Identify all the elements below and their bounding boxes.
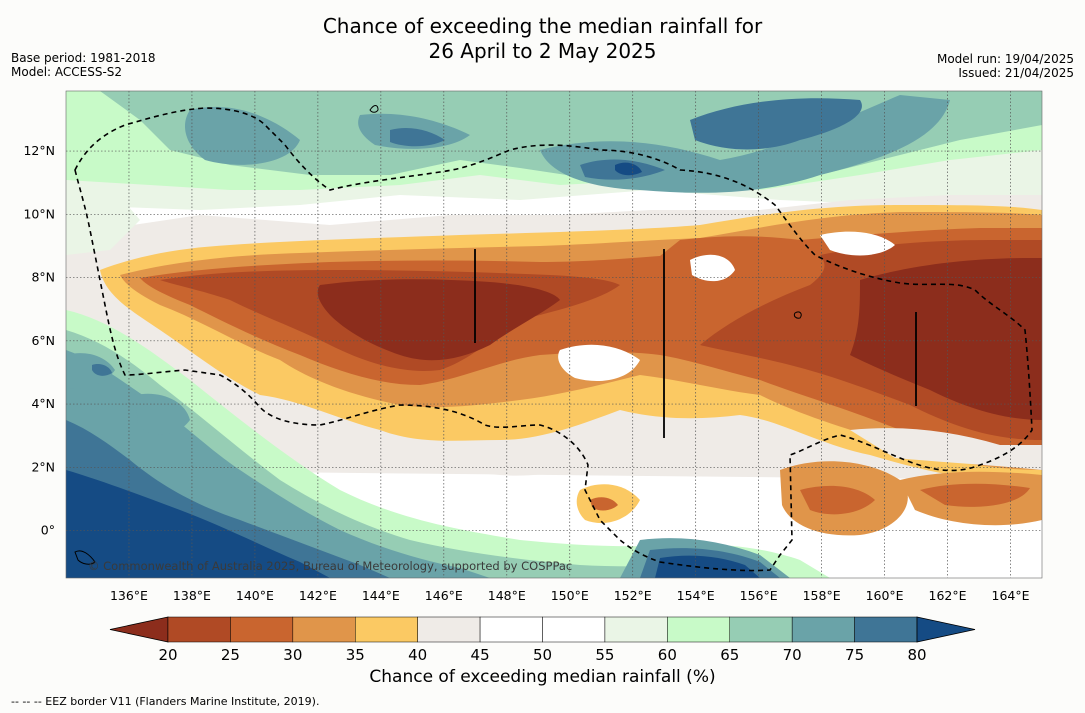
lat-tick-label: 4°N [31, 396, 55, 411]
colorbar-tick-label: 25 [221, 646, 240, 664]
copyright-text: © Commonwealth of Australia 2025, Bureau… [88, 559, 572, 573]
issued-label: Issued: 21/04/2025 [958, 66, 1074, 80]
colorbar-bin [230, 616, 294, 643]
field-south-dark-blue [66, 470, 760, 578]
lat-tick-label: 6°N [31, 333, 55, 348]
map-title: Chance of exceeding the median rainfall … [0, 14, 1085, 64]
colorbar-bin [604, 616, 668, 643]
field-north-dark-blue [615, 162, 642, 176]
title-line-1: Chance of exceeding the median rainfall … [322, 14, 763, 38]
lat-tick-label: 0° [41, 523, 55, 538]
field-band-lt-20 [317, 258, 1042, 420]
graticule [66, 91, 1042, 578]
field-west-light-green [66, 180, 140, 255]
colorbar-bin [355, 616, 418, 643]
field-mid-white [558, 231, 895, 381]
lon-tick-label: 154°E [677, 588, 715, 603]
lon-tick-label: 156°E [740, 588, 778, 603]
lon-tick-label: 146°E [425, 588, 463, 603]
colorbar-tick-label: 35 [346, 646, 365, 664]
lon-tick-label: 160°E [866, 588, 904, 603]
lon-tick-label: 150°E [551, 588, 589, 603]
colorbar-tick-label: 30 [283, 646, 302, 664]
colorbar-tick-label: 50 [533, 646, 552, 664]
model-run-label: Model run: 19/04/2025 [936, 52, 1074, 66]
lat-tick-label: 2°N [31, 459, 55, 474]
colorbar-title: Chance of exceeding median rainfall (%) [369, 667, 716, 687]
colorbar-bin [167, 616, 231, 643]
colorbar-tick-label: 80 [907, 646, 926, 664]
title-line-2: 26 April to 2 May 2025 [428, 39, 657, 63]
colorbar-tick-label: 55 [595, 646, 614, 664]
model-label: Model: ACCESS-S2 [11, 65, 123, 79]
rainfall-field: © Commonwealth of Australia 2025, Bureau… [66, 91, 1042, 578]
lon-tick-label: 136°E [110, 588, 148, 603]
field-south-dry-blob-2 [780, 461, 1042, 536]
lon-tick-label: 140°E [236, 588, 274, 603]
field-north-blue [390, 98, 862, 180]
lat-tick-label: 10°N [23, 206, 55, 221]
colorbar-extend-high [916, 616, 976, 643]
colorbar-tick-label: 70 [783, 646, 802, 664]
field-south-dry-blob-3 [590, 483, 1030, 515]
colorbar-extend-low [109, 616, 169, 643]
lon-tick-label: 164°E [992, 588, 1030, 603]
colorbar-tick-label: 60 [658, 646, 677, 664]
colorbar-bin [417, 616, 481, 643]
lon-tick-label: 162°E [929, 588, 967, 603]
colorbar-tick-label: 65 [720, 646, 739, 664]
lon-tick-label: 152°E [614, 588, 652, 603]
colorbar-bin [854, 616, 918, 643]
colorbar-bin [667, 616, 730, 643]
colorbar-bin [479, 616, 543, 643]
lon-tick-label: 158°E [803, 588, 841, 603]
map-frame [65, 90, 1043, 579]
base-period-label: Base period: 1981-2018 [11, 51, 156, 65]
eez-border [74, 107, 1033, 572]
colorbar-tick-label: 45 [471, 646, 490, 664]
lon-axis-labels: 136°E 138°E 140°E 142°E 144°E 146°E 148°E 150°E… [110, 588, 1030, 603]
field-west-blue-blob [92, 363, 112, 376]
eez-footnote: -- -- -- EEZ border V11 (Flanders Marine… [11, 695, 320, 708]
colorbar-tick-label: 75 [845, 646, 864, 664]
colorbar-bin [292, 616, 356, 643]
colorbar-bin [542, 616, 606, 643]
colorbar-bin [729, 616, 793, 643]
lon-tick-label: 142°E [299, 588, 337, 603]
colorbar: 20 25 30 35 40 45 50 55 60 65 70 75 80 [109, 616, 976, 664]
lon-tick-label: 138°E [173, 588, 211, 603]
lon-tick-label: 148°E [488, 588, 526, 603]
island-outlines [74, 105, 802, 565]
lat-tick-label: 12°N [23, 143, 55, 158]
colorbar-tick-label: 20 [158, 646, 177, 664]
lat-axis-labels: 12°N 10°N 8°N 6°N 4°N 2°N 0° [23, 143, 55, 537]
lat-tick-label: 8°N [31, 270, 55, 285]
colorbar-tick-label: 40 [408, 646, 427, 664]
field-south-neutral [430, 428, 1042, 476]
meta-left: Base period: 1981-2018 Model: ACCESS-S2 [11, 51, 156, 79]
lon-tick-label: 144°E [362, 588, 400, 603]
colorbar-bin [791, 616, 855, 643]
meta-right: Model run: 19/04/2025 Issued: 21/04/2025 [937, 52, 1074, 80]
field-south-slate [66, 350, 790, 578]
